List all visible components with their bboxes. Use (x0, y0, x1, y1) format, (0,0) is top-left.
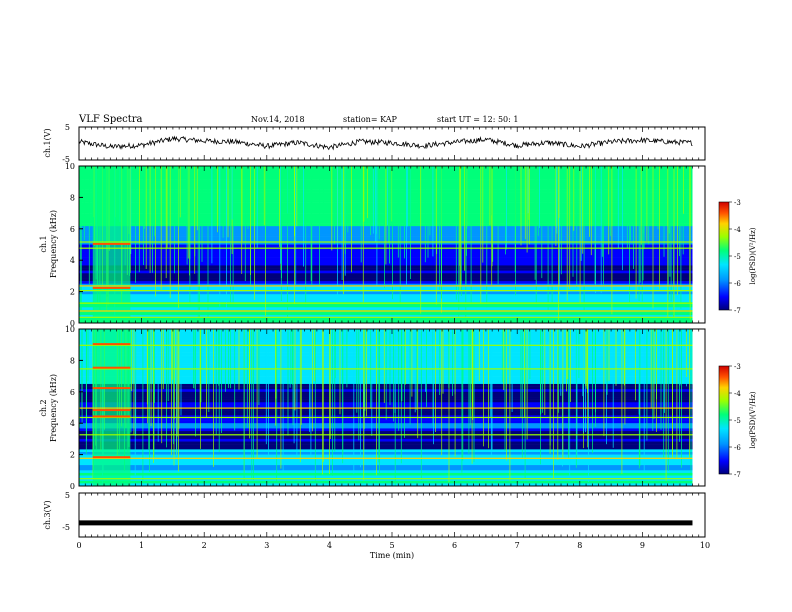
spec2-yticks-ytick-1: 2 (70, 451, 75, 460)
cbar2-gradient (718, 365, 730, 475)
spec1-yticks-ytick-0: 0 (70, 319, 75, 328)
ch1-ytick-top: 5 (65, 123, 70, 132)
cbar1-label: log(PSD)(V²/Hz) (749, 227, 757, 284)
x-tick-label-2: 2 (202, 541, 207, 550)
spec1-yticks-ytick-3: 6 (70, 225, 75, 234)
ch1-waveform-panel: 5 -5 ch.1(V) (43, 123, 706, 164)
cbar2-label: log(PSD)(V²/Hz) (749, 391, 757, 448)
x-axis-ticks: 0 1 2 3 4 5 6 7 8 9 10 (76, 127, 710, 550)
ch3-waveform-frame (78, 492, 706, 538)
ch3-ytick-bottom: -5 (62, 523, 70, 532)
x-tick-label-0: 0 (76, 541, 81, 550)
spec2-yticks-ytick-5: 10 (65, 325, 75, 334)
ch3-ylabel: ch.3(V) (43, 500, 52, 529)
ch1-waveform-line (78, 135, 693, 151)
cbar1-tick-4: -7 (734, 307, 741, 315)
x-tick-label-4: 4 (327, 541, 332, 550)
ch1-spectrogram-image (79, 166, 705, 324)
spec2-yticks-ytick-0: 0 (70, 482, 75, 491)
spec2-yticks-ytick-3: 6 (70, 388, 75, 397)
ch2-spec-ylabel-1: ch.2 (39, 399, 48, 416)
ch3-waveform-panel: 5 -5 ch.3(V) (43, 491, 706, 538)
x-tick-label-1: 1 (139, 541, 144, 550)
x-tick-label-6: 6 (452, 541, 457, 550)
spec1-yticks-ytick-2: 4 (70, 256, 75, 265)
cbar2-tick-4: -7 (734, 471, 741, 479)
spec1-yticks-ytick-1: 2 (70, 288, 75, 297)
x-tick-label-5: 5 (389, 541, 394, 550)
spec2-yticks-ytick-2: 4 (70, 419, 75, 428)
ch1-spec-ylabel-2: Frequency (kHz) (49, 210, 58, 278)
x-tick-label-7: 7 (515, 541, 520, 550)
start-ut-label: start UT = 12: 50: 1 (437, 115, 518, 124)
ch1-spec-ylabel-1: ch.1 (39, 235, 48, 252)
cbar1-tick-2: -5 (734, 253, 741, 261)
x-tick-label-8: 8 (577, 541, 582, 550)
cbar2-tick-0: -3 (734, 363, 741, 371)
figure-title: VLF Spectra (78, 114, 143, 125)
cbar2-tick-3: -6 (734, 444, 741, 452)
cbar2-tick-2: -5 (734, 417, 741, 425)
cbar1-tick-3: -6 (734, 280, 741, 288)
ch2-spectrogram-panel: 0 2 4 6 8 10 ch.2 Frequency (kHz) (39, 325, 706, 491)
ch1-ytick-bottom: -5 (62, 155, 70, 164)
ch2-colorbar: -3 -4 -5 -6 -7 log(PSD)(V²/Hz) (718, 363, 757, 479)
x-tick-label-3: 3 (264, 541, 269, 550)
cbar2-tick-1: -4 (734, 390, 741, 398)
x-axis-label: Time (min) (370, 551, 414, 560)
spec2-yticks-ytick-4: 8 (70, 356, 75, 365)
date-label: Nov.14, 2018 (251, 115, 305, 124)
x-tick-label-10: 10 (700, 541, 710, 550)
ch1-spectrogram-panel: 0 2 4 6 8 10 ch.1 Frequency (kHz) (39, 162, 706, 328)
ch1-colorbar: -3 -4 -5 -6 -7 log(PSD)(V²/Hz) (718, 199, 757, 315)
spec1-yticks-ytick-5: 10 (65, 162, 75, 171)
cbar1-gradient (718, 201, 730, 311)
ch3-ytick-top: 5 (65, 491, 70, 500)
spec1-yticks-ytick-4: 8 (70, 193, 75, 202)
x-tick-label-9: 9 (640, 541, 645, 550)
cbar1-tick-0: -3 (734, 199, 741, 207)
ch1-ylabel: ch.1(V) (43, 128, 52, 157)
ch2-spec-ylabel-2: Frequency (kHz) (49, 374, 58, 442)
station-label: station= KAP (343, 115, 398, 124)
cbar1-tick-1: -4 (734, 226, 741, 234)
ch2-spectrogram-image (79, 329, 705, 487)
